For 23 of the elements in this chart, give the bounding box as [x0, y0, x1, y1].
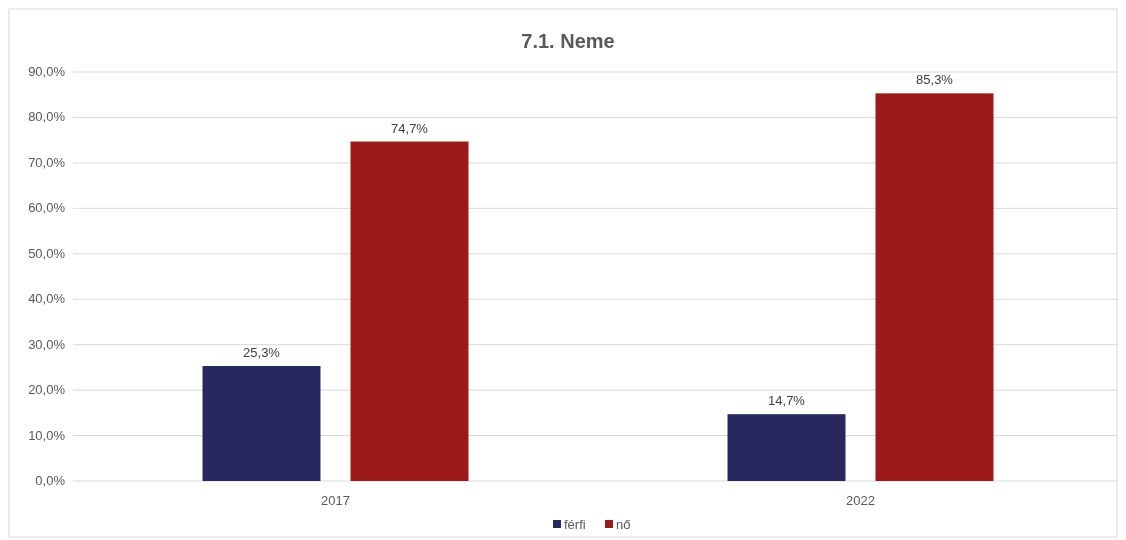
y-tick-label: 0,0%: [35, 473, 66, 488]
legend-label: nő: [616, 517, 631, 532]
y-tick-label: 90,0%: [28, 64, 66, 79]
data-label: 25,3%: [243, 345, 281, 361]
data-label: 14,7%: [768, 393, 806, 409]
y-tick-label: 40,0%: [28, 291, 66, 307]
data-label: 74,7%: [391, 120, 429, 136]
bar: [202, 366, 321, 481]
y-tick-label: 20,0%: [28, 382, 66, 398]
bar: [875, 93, 994, 481]
y-tick-label: 60,0%: [28, 200, 66, 216]
y-tick-label: 70,0%: [28, 154, 66, 170]
x-tick-label: 2022: [846, 493, 875, 508]
x-tick-label: 2017: [321, 493, 350, 508]
bar: [350, 141, 469, 481]
y-tick-label: 50,0%: [28, 245, 66, 261]
chart-title: 7.1. Neme: [521, 30, 615, 52]
bar: [727, 414, 846, 481]
legend-label: férfi: [564, 517, 586, 532]
y-tick-label: 10,0%: [28, 427, 66, 443]
data-label: 85,3%: [916, 72, 954, 88]
y-tick-label: 80,0%: [28, 109, 66, 125]
y-tick-label: 30,0%: [28, 336, 66, 352]
